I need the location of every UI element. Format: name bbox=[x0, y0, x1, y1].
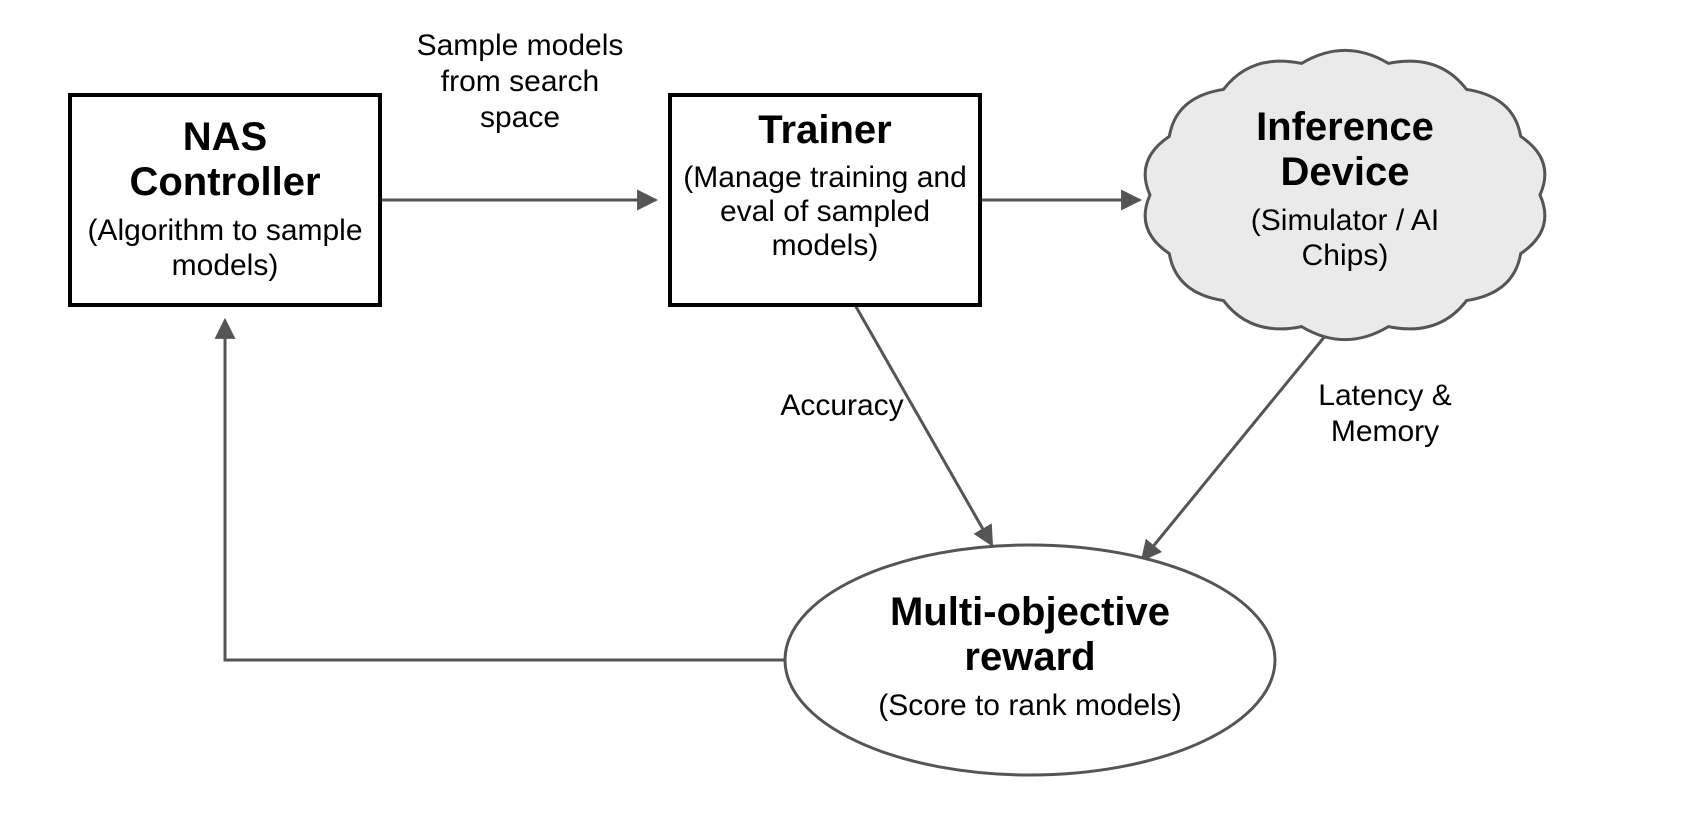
svg-text:Latency &: Latency & bbox=[1318, 379, 1451, 412]
svg-text:(Simulator / AI: (Simulator / AI bbox=[1251, 204, 1439, 237]
svg-text:Chips): Chips) bbox=[1302, 239, 1389, 272]
svg-text:Sample models: Sample models bbox=[417, 29, 624, 62]
svg-text:Memory: Memory bbox=[1331, 415, 1439, 448]
svg-text:NAS: NAS bbox=[183, 115, 267, 159]
svg-text:Device: Device bbox=[1281, 150, 1410, 194]
svg-text:models): models) bbox=[172, 249, 279, 282]
node-trainer: Trainer (Manage training andeval of sampl… bbox=[670, 95, 980, 305]
svg-text:Inference: Inference bbox=[1256, 105, 1434, 149]
svg-text:Multi-objective: Multi-objective bbox=[890, 590, 1170, 634]
svg-text:(Score to rank models): (Score to rank models) bbox=[878, 689, 1181, 722]
node-reward: Multi-objectivereward (Score to rank mode… bbox=[785, 545, 1275, 775]
svg-text:reward: reward bbox=[964, 635, 1095, 679]
svg-text:from search: from search bbox=[441, 65, 599, 98]
edge-sample: Sample modelsfrom searchspace bbox=[380, 29, 656, 200]
svg-text:space: space bbox=[480, 101, 560, 134]
svg-text:models): models) bbox=[772, 229, 879, 262]
node-controller: NASController (Algorithm to samplemodels) bbox=[70, 95, 380, 305]
edge-latency: Latency &Memory bbox=[1142, 330, 1452, 560]
edge-accuracy: Accuracy bbox=[780, 305, 992, 545]
svg-text:Accuracy: Accuracy bbox=[780, 389, 903, 422]
edge-feedback bbox=[225, 320, 785, 660]
svg-text:eval of sampled: eval of sampled bbox=[720, 195, 930, 228]
node-inference: InferenceDevice (Simulator / AIChips) bbox=[1145, 50, 1545, 339]
svg-text:(Algorithm to sample: (Algorithm to sample bbox=[87, 214, 362, 247]
svg-text:Controller: Controller bbox=[129, 160, 320, 204]
svg-text:Trainer: Trainer bbox=[758, 108, 891, 152]
svg-text:(Manage training and: (Manage training and bbox=[683, 161, 967, 194]
